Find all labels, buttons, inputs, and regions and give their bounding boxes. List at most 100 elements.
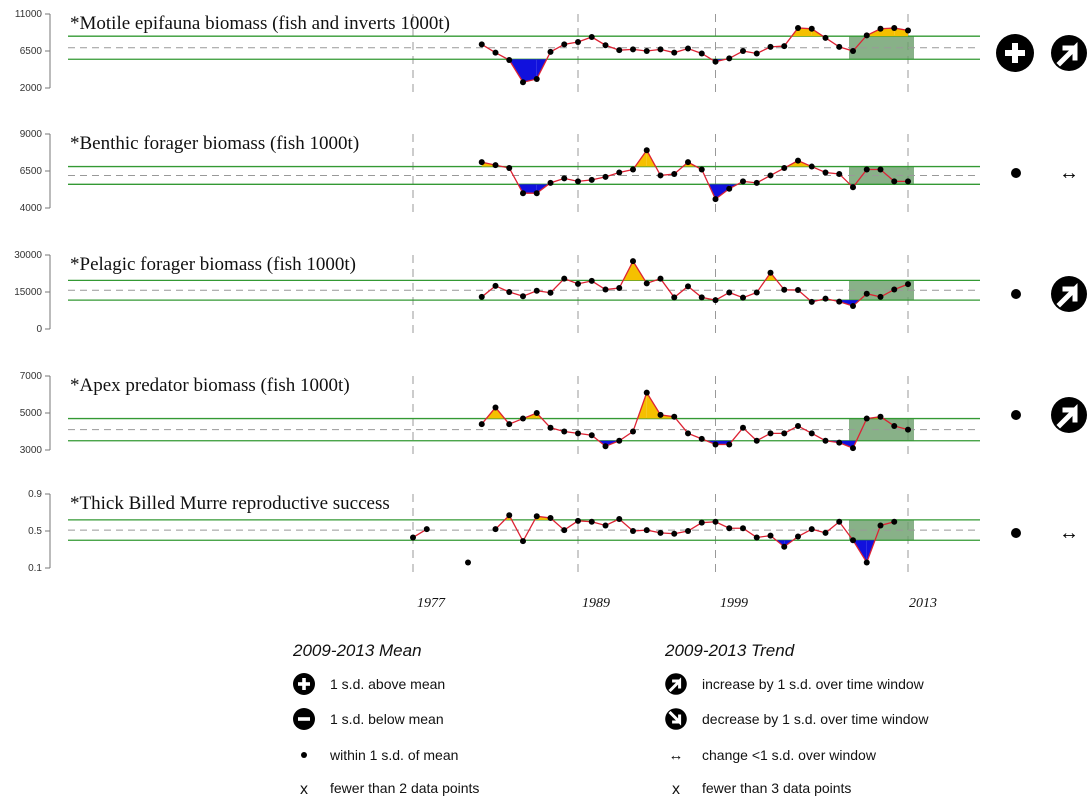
y-tick-label: 6500 <box>20 166 43 177</box>
data-point <box>492 162 499 169</box>
data-point <box>602 42 609 49</box>
data-point <box>533 287 540 294</box>
data-point <box>863 166 870 173</box>
data-point <box>712 441 719 448</box>
data-point <box>643 147 650 154</box>
data-point <box>891 24 898 31</box>
trend-up-icon <box>1051 35 1087 71</box>
data-point <box>726 441 733 448</box>
data-point <box>478 421 485 428</box>
data-point <box>602 443 609 450</box>
data-point <box>547 289 554 296</box>
data-point <box>643 280 650 287</box>
above-sd-fill <box>633 392 647 419</box>
data-point <box>492 49 499 56</box>
legend-few-points-trend-text: fewer than 3 data points <box>702 780 851 796</box>
data-point <box>863 290 870 297</box>
y-tick-label: 6500 <box>20 46 43 57</box>
data-point <box>588 176 595 183</box>
data-point <box>643 389 650 396</box>
data-point <box>506 512 513 519</box>
data-point <box>822 529 829 536</box>
data-point <box>698 294 705 301</box>
data-point <box>616 169 623 176</box>
data-point <box>630 166 636 173</box>
data-point <box>588 518 595 525</box>
indicator-panel: 2000 6500 11000 *Motile epifauna biomass (f… <box>15 9 1087 96</box>
y-tick-label: 2000 <box>20 83 43 94</box>
data-point <box>561 41 568 48</box>
indicator-panel: 3000 5000 7000 *Apex predator biomass (fish… <box>20 371 1087 458</box>
data-point <box>905 178 911 185</box>
data-point <box>657 275 664 282</box>
data-point <box>753 534 760 541</box>
data-point <box>836 170 843 177</box>
y-tick-label: 0.1 <box>28 563 42 574</box>
above-sd-fill <box>688 162 702 167</box>
legend-above-mean-text: 1 s.d. above mean <box>330 676 445 692</box>
data-point <box>533 190 540 197</box>
trend-up-icon <box>1051 397 1087 433</box>
data-point <box>575 280 581 287</box>
data-point <box>822 437 829 444</box>
data-point <box>726 55 733 62</box>
data-point <box>712 297 719 304</box>
data-point <box>547 48 554 55</box>
data-point <box>767 269 774 276</box>
above-sd-fill <box>509 515 523 520</box>
data-point <box>520 538 526 545</box>
data-point <box>533 513 540 520</box>
data-point <box>588 277 595 284</box>
data-point <box>891 422 898 429</box>
data-point <box>671 170 678 177</box>
data-point <box>836 518 843 525</box>
data-point <box>575 38 581 45</box>
data-point <box>836 439 843 446</box>
data-point <box>863 415 870 422</box>
data-point <box>630 258 636 265</box>
data-point <box>740 178 746 185</box>
panel-title: *Motile epifauna biomass (fish and inver… <box>70 13 450 34</box>
data-point <box>492 404 499 411</box>
plus-circle-icon <box>996 34 1034 72</box>
data-point <box>506 57 513 64</box>
series-line <box>481 149 908 201</box>
dot-icon <box>1011 289 1021 299</box>
data-point <box>877 25 884 32</box>
data-point <box>753 289 760 296</box>
data-point <box>671 413 678 420</box>
data-point <box>863 32 870 39</box>
y-tick-label: 0.5 <box>28 526 42 537</box>
data-point <box>850 537 856 544</box>
below-sd-fill <box>770 540 785 547</box>
data-point <box>905 281 911 288</box>
data-point <box>795 287 801 294</box>
data-point <box>588 432 595 439</box>
data-point <box>588 34 595 41</box>
data-point <box>520 293 526 300</box>
below-sd-fill <box>784 540 798 547</box>
data-point <box>891 518 898 525</box>
y-tick-label: 15000 <box>14 287 42 298</box>
legend-within-mean-text: within 1 s.d. of mean <box>329 747 458 763</box>
data-point <box>520 79 526 86</box>
data-point <box>767 172 774 179</box>
x-icon: x <box>672 781 680 798</box>
data-point <box>506 165 513 172</box>
data-point <box>643 527 650 534</box>
below-sd-fill <box>853 440 867 449</box>
icon-bar <box>1012 43 1018 63</box>
data-point <box>726 185 733 192</box>
y-tick-label: 7000 <box>20 371 43 382</box>
above-sd-fill <box>646 150 661 167</box>
above-sd-fill <box>798 27 812 37</box>
year-label: 1989 <box>582 596 610 611</box>
data-point <box>740 424 746 431</box>
panel-title: *Apex predator biomass (fish 1000t) <box>70 375 350 396</box>
data-point <box>630 528 636 534</box>
data-point <box>753 50 760 57</box>
data-point <box>547 424 554 431</box>
data-point <box>685 45 691 52</box>
trend-up-icon <box>1051 276 1087 312</box>
